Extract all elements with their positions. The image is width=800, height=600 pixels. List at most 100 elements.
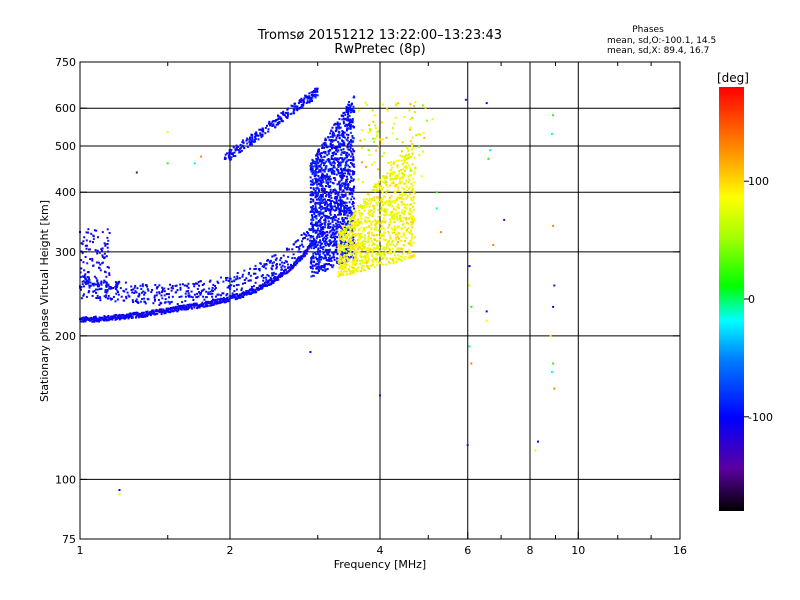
echo-point [158,284,161,287]
echo-point [351,135,354,137]
echo-point [404,217,407,220]
echo-point [338,131,341,134]
echo-point [243,147,246,150]
echo-point [321,195,324,198]
echo-point [349,181,351,184]
echo-point [339,201,342,204]
echo-point [370,226,373,229]
echo-point [391,239,394,242]
echo-point [330,140,332,143]
echo-point [396,212,399,215]
echo-point [272,124,275,127]
echo-point [328,263,330,265]
echo-point [172,287,175,290]
echo-point [298,100,301,103]
echo-point [313,207,316,210]
echo-point [203,282,206,285]
echo-point [404,169,406,172]
echo-point [135,291,138,294]
echo-point [360,246,363,249]
echo-point [289,113,292,116]
echo-point [406,162,409,164]
echo-point [343,185,346,188]
echo-point [219,300,222,303]
echo-point [347,183,350,186]
echo-point [196,304,199,307]
echo-point [134,290,137,293]
echo-point [255,277,258,279]
echo-point [372,204,374,207]
echo-point [381,220,384,223]
echo-point [409,215,412,218]
echo-point [343,143,346,146]
echo-point [345,154,348,157]
echo-point [338,122,341,125]
echo-point [327,177,330,180]
echo-point [318,265,321,268]
echo-point [342,210,345,213]
echo-point [360,265,363,267]
echo-point [242,141,245,144]
echo-point [338,266,341,269]
echo-point [296,258,299,261]
echo-point [552,224,555,227]
echo-point [394,116,397,119]
echo-point [343,266,346,269]
echo-point [337,172,340,175]
echo-point [344,125,347,127]
echo-point [190,295,193,298]
echo-point [146,297,149,300]
echo-point [144,302,147,305]
echo-point [318,241,321,244]
echo-point [342,272,344,275]
echo-point [184,295,187,298]
echo-point [87,291,90,294]
echo-point [328,161,331,163]
echo-point [309,176,312,179]
echo-point [356,258,359,261]
echo-point [240,289,243,292]
echo-point [104,244,107,247]
echo-point [258,288,261,290]
echo-point [310,218,313,221]
echo-point [408,256,411,259]
echo-point [334,153,337,156]
echo-point [325,145,328,148]
x-tick-label: 4 [377,544,384,557]
echo-point [124,281,127,284]
echo-point [345,109,348,112]
echo-point [93,229,96,232]
echo-point [134,284,137,287]
echo-point [344,264,347,266]
echo-point [128,295,131,298]
echo-point [227,279,230,282]
echo-point [346,116,349,119]
echo-point [337,248,340,251]
echo-point [165,310,168,313]
echo-point [398,258,401,261]
echo-point [384,175,387,178]
echo-point [334,179,337,182]
echo-point [324,152,327,155]
echo-point [104,294,107,297]
echo-point [405,185,408,188]
echo-point [297,239,300,242]
echo-point [279,117,282,120]
echo-point [325,179,328,182]
echo-point [335,149,338,152]
echo-point [237,149,240,151]
echo-point [271,255,274,258]
echo-point [391,127,394,130]
echo-point [335,200,338,203]
echo-point [299,259,302,261]
echo-point [319,232,322,235]
echo-point [400,196,403,199]
echo-point [330,192,333,195]
echo-point [395,257,397,260]
echo-point [383,152,386,155]
echo-point [353,95,356,98]
echo-point [214,287,217,289]
echo-point [398,182,400,185]
echo-point [291,248,294,251]
echo-point [330,156,333,159]
